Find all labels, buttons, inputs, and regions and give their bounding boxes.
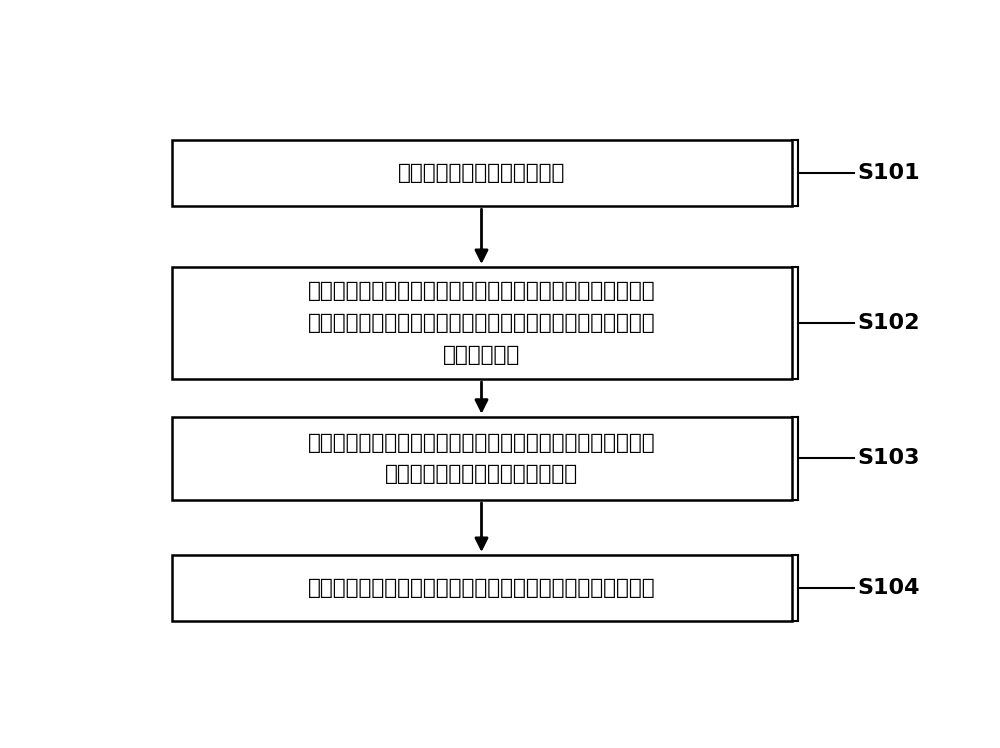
Text: 第二分类结果: 第二分类结果 — [443, 345, 520, 365]
Text: S103: S103 — [857, 448, 920, 468]
Bar — [172, 555, 792, 621]
Text: 根据第一医学图像中各体素的父类别，校正第一医学图像中各: 根据第一医学图像中各体素的父类别，校正第一医学图像中各 — [308, 432, 655, 453]
Text: S104: S104 — [857, 578, 920, 598]
Text: 素按照父类别分类的第一分类结果和各体素按照子类别分类的: 素按照父类别分类的第一分类结果和各体素按照子类别分类的 — [308, 313, 655, 333]
Bar — [172, 417, 792, 500]
Text: S102: S102 — [857, 313, 920, 333]
Bar — [172, 140, 792, 206]
Text: 获取心脏区域的第一医学图像: 获取心脏区域的第一医学图像 — [398, 163, 565, 183]
Text: 体素的子类别，得到第三分类结果: 体素的子类别，得到第三分类结果 — [385, 465, 578, 484]
Text: 根据第三分类结果获取第一医学图像的冠脉钙化斑块分割结果: 根据第三分类结果获取第一医学图像的冠脉钙化斑块分割结果 — [308, 578, 655, 598]
Text: 使用预设的分割模型对第一医学图像的各体素分类，得到各体: 使用预设的分割模型对第一医学图像的各体素分类，得到各体 — [308, 281, 655, 301]
Bar — [172, 267, 792, 379]
Text: S101: S101 — [857, 163, 920, 183]
